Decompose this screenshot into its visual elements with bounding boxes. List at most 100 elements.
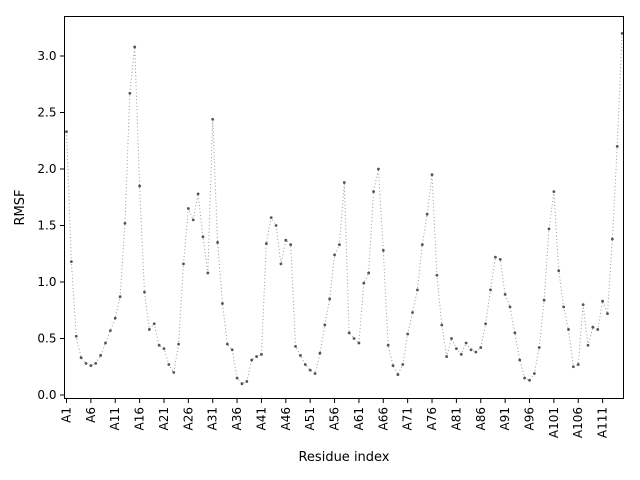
data-point — [562, 305, 566, 309]
x-tick-label: A96 — [523, 407, 537, 430]
data-point — [338, 243, 341, 247]
data-point — [260, 352, 263, 356]
x-tick-label: A41 — [254, 407, 268, 430]
data-point — [182, 262, 185, 266]
x-tick-label: A51 — [303, 407, 317, 430]
data-point — [74, 334, 78, 338]
data-point — [615, 145, 619, 148]
data-point — [406, 332, 410, 336]
data-point — [401, 363, 405, 366]
axes-spines — [64, 16, 624, 399]
x-tick-label: A26 — [181, 407, 195, 430]
x-tick-label: A101 — [547, 407, 561, 438]
data-point — [377, 167, 380, 171]
data-point — [489, 288, 492, 292]
data-point — [104, 341, 107, 345]
x-tick-label: A71 — [401, 407, 415, 430]
data-point — [147, 328, 151, 331]
data-point — [372, 190, 375, 194]
data-point — [498, 258, 502, 261]
data-point — [99, 354, 103, 357]
data-point — [255, 355, 258, 358]
data-point — [196, 192, 200, 196]
data-point — [503, 293, 507, 296]
data-point — [221, 302, 224, 305]
data-point — [367, 271, 371, 275]
x-tick-label: A46 — [279, 407, 293, 430]
data-point — [347, 331, 351, 335]
data-point — [411, 311, 414, 314]
data-point — [235, 376, 239, 380]
data-point — [94, 361, 98, 365]
data-point — [303, 363, 307, 366]
data-point — [264, 242, 268, 245]
data-point — [606, 312, 609, 316]
data-point — [269, 216, 273, 219]
data-point — [118, 295, 122, 299]
x-tick-label: A76 — [425, 407, 439, 430]
y-tick-label: 2.5 — [37, 106, 56, 120]
data-point — [435, 273, 439, 277]
data-point — [581, 303, 585, 306]
data-point — [532, 372, 536, 375]
x-tick-label: A11 — [108, 407, 122, 430]
data-point — [430, 173, 434, 177]
data-point — [323, 323, 327, 327]
rmsf-series-markers — [65, 32, 624, 386]
data-point — [250, 358, 254, 362]
data-point — [172, 371, 176, 374]
x-tick-label: A36 — [230, 407, 244, 430]
data-point — [528, 378, 531, 382]
data-point — [191, 218, 195, 222]
data-point — [206, 271, 210, 275]
data-point — [211, 117, 215, 121]
x-axis-label: Residue index — [298, 450, 389, 465]
data-point — [557, 269, 561, 273]
data-point — [333, 253, 336, 257]
data-point — [450, 337, 453, 340]
y-tick-label: 1.0 — [37, 275, 56, 289]
data-point — [318, 351, 322, 355]
y-tick-label: 1.5 — [37, 219, 56, 233]
data-point — [357, 341, 361, 345]
y-axis: 0.0 0.5 1.0 1.5 2.0 2.5 3.0 — [37, 49, 65, 402]
data-point — [157, 343, 161, 347]
data-point — [420, 243, 424, 247]
data-point — [113, 316, 117, 320]
x-axis: A1 A6 A11 A16 A21 A26 A31 A36 A41 A46 A51 A56 A61 A66… — [60, 398, 610, 438]
data-point — [552, 190, 556, 194]
data-point — [576, 363, 580, 366]
data-point — [464, 341, 468, 345]
data-point — [459, 352, 463, 356]
x-tick-label: A66 — [376, 407, 390, 430]
data-point — [518, 358, 522, 362]
data-point — [474, 350, 478, 354]
data-point — [177, 342, 180, 346]
data-point — [396, 373, 400, 377]
data-point — [89, 364, 93, 368]
x-tick-label: A16 — [133, 407, 147, 430]
data-point — [342, 181, 346, 184]
x-tick-label: A86 — [474, 407, 488, 430]
data-point — [601, 299, 605, 303]
x-tick-label: A21 — [157, 407, 171, 430]
data-point — [167, 363, 171, 366]
data-point — [610, 237, 614, 241]
data-point — [289, 243, 293, 247]
y-tick-label: 2.0 — [37, 162, 56, 176]
x-tick-label: A1 — [60, 407, 74, 423]
x-tick-label: A31 — [206, 407, 220, 430]
data-point — [591, 325, 595, 329]
data-point — [69, 260, 73, 264]
data-point — [596, 328, 600, 331]
x-tick-label: A91 — [498, 407, 512, 430]
x-tick-label: A81 — [449, 407, 463, 430]
data-point — [567, 328, 570, 331]
data-point — [299, 354, 302, 357]
data-point — [440, 323, 444, 327]
data-point — [547, 227, 551, 231]
data-point — [279, 262, 283, 266]
data-point — [537, 346, 541, 349]
x-tick-label: A61 — [352, 407, 366, 430]
